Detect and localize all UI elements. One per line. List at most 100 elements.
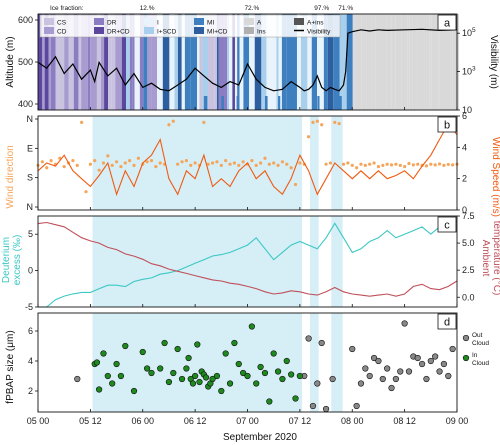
class-stripe [55, 14, 59, 110]
x-axis: 05 00 05 12 06 00 06 12 07 00 07 12 08 00 08 12… [27, 416, 469, 426]
deuterium-excess-line [38, 220, 458, 308]
class-stripe [174, 14, 178, 110]
legend-label: Visibility [307, 29, 331, 36]
class-stripe [199, 14, 203, 110]
x-tick-label: 07 12 [289, 416, 312, 426]
out-cloud-point [305, 335, 312, 342]
wind-direction-point [350, 163, 354, 167]
out-cloud-point [423, 375, 430, 383]
wind-direction-point [71, 159, 75, 163]
class-stripe [452, 14, 460, 110]
class-stripe [104, 14, 109, 110]
in-cloud-point [148, 369, 155, 377]
ice-fraction-label: 72.% [244, 5, 259, 12]
legend-marker [462, 354, 470, 362]
in-cloud-point [202, 374, 210, 381]
wind-direction-point [263, 156, 267, 160]
class-stripe [73, 14, 79, 110]
class-stripe [266, 14, 271, 110]
y-tick-right-label: 103 [462, 66, 476, 77]
class-stripe [48, 14, 51, 110]
class-stripe [184, 14, 189, 110]
class-stripe [234, 14, 238, 110]
x-axis-label: September 2020 [223, 432, 297, 443]
wind-direction-point [49, 159, 53, 163]
class-stripe [214, 14, 217, 110]
cloud-period-band [331, 116, 343, 210]
class-stripe [386, 14, 392, 110]
class-stripe [317, 14, 324, 110]
class-stripe [143, 14, 148, 110]
wind-direction-point [451, 163, 455, 167]
wind-direction-point [97, 168, 101, 172]
out-cloud-point [440, 360, 448, 368]
wind-direction-point [119, 164, 123, 169]
y-tick-right-label: 2.5 [462, 265, 475, 275]
y-tick-right-label: 0 [462, 205, 467, 215]
class-stripe [224, 14, 227, 110]
class-stripe [412, 14, 418, 110]
in-cloud-point [257, 363, 264, 371]
wind-direction-point [123, 161, 127, 165]
panel-b-left-label: Wind direction [5, 145, 16, 208]
panel-a: CS CD DR DR+CD I I+SCD MI MI+CD A Ins A+ins Visibil… [18, 5, 476, 115]
out-cloud-point [388, 384, 395, 392]
wind-direction-point [337, 121, 341, 126]
wind-direction-point [241, 160, 245, 164]
class-stripe [401, 14, 408, 110]
ice-fraction-title: Ice fraction: [50, 5, 84, 12]
legend-label: MI+CD [207, 29, 228, 36]
wind-direction-point [442, 163, 446, 167]
out-cloud-point [329, 375, 336, 383]
legend-swatch [244, 27, 254, 34]
y-tick-label: 4 [28, 356, 33, 366]
panel-letter: a [444, 18, 451, 30]
in-cloud-point [104, 372, 111, 380]
class-stripe [254, 14, 262, 110]
panel-a-left-label: Altitude (m) [5, 36, 16, 87]
wind-direction-point [210, 161, 215, 165]
in-cloud-point [261, 369, 269, 377]
wind-direction-point [328, 161, 333, 165]
wind-direction-point [128, 159, 132, 163]
class-stripe [208, 14, 215, 110]
class-stripe [437, 14, 440, 110]
in-cloud-point [226, 380, 234, 387]
class-stripe [115, 14, 122, 110]
out-cloud-point [397, 368, 404, 375]
wind-direction-point [324, 162, 328, 166]
class-stripe [134, 14, 140, 110]
wind-direction-point [446, 162, 450, 167]
wind-direction-point [93, 159, 97, 163]
y-tick-label: 500 [18, 57, 33, 67]
wind-direction-point [88, 162, 92, 166]
wind-direction-point [398, 163, 402, 167]
class-stripe [226, 14, 230, 110]
class-stripe [327, 14, 334, 110]
class-stripe [296, 14, 301, 110]
cloud-period-band [92, 313, 303, 412]
class-stripe [361, 14, 367, 110]
cloud-period-band [92, 116, 303, 210]
out-cloud-point [414, 354, 421, 362]
class-stripe [44, 14, 49, 110]
class-stripe [424, 14, 430, 110]
wind-direction-point [132, 163, 136, 167]
wind-direction-point [219, 163, 223, 167]
legend-frame [39, 14, 341, 38]
in-cloud-point [253, 380, 260, 387]
panel-letter: d [444, 317, 450, 329]
panel-letter: b [444, 120, 450, 132]
legend-label: In [472, 352, 478, 359]
cloud-period-band [331, 313, 343, 412]
panel-c-right-label-1: Ambient [480, 240, 491, 277]
class-stripe [169, 14, 175, 110]
panel-c-left-label-1: Deuterium [1, 237, 12, 283]
in-cloud-point [231, 339, 238, 347]
wind-direction-point [433, 163, 437, 167]
wind-direction-point [411, 163, 415, 167]
y-tick-label: 5 [28, 229, 33, 239]
class-stripe [333, 14, 340, 110]
wind-direction-point [311, 120, 315, 124]
